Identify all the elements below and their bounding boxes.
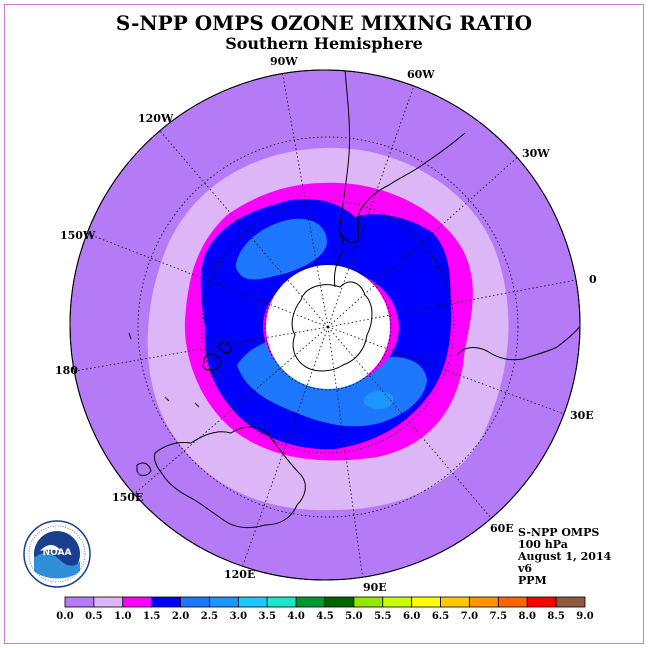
colorbar-swatch [469,596,499,608]
lon-label-0: 0 [589,273,597,286]
island-3 [194,402,200,408]
colorbar-swatch [237,596,268,608]
colorbar-tick-label: 5.0 [345,611,362,622]
colorbar-tick-label: 0.5 [85,611,102,622]
lon-label-180: 180 [55,364,78,377]
colorbar-swatch [151,596,181,608]
colorbar-tick-label: 8.0 [519,611,536,622]
polar-map: 90W 60W 30W 0 30E 60E 90E 120E 150E 180 … [23,55,597,622]
map-subtitle: Southern Hemisphere [225,34,423,53]
new-zealand-coast-2 [218,341,232,354]
info-level: 100 hPa [518,538,568,551]
colorbar-swatch [555,596,586,608]
antarctica-coast [291,281,373,372]
info-date: August 1, 2014 [518,550,612,563]
colorbar-swatch [295,596,326,608]
island-1 [128,332,132,340]
band-2-0-2-5-upper [235,218,327,280]
colorbar-tick-label: 8.5 [547,611,564,622]
lon-label-150e: 150E [112,491,143,504]
south-america-coast [338,70,466,243]
info-instrument: S-NPP OMPS [518,526,600,539]
tasmania-coast [136,462,152,476]
lon-label-90e: 90E [363,581,387,594]
latitude-circles [137,136,519,518]
colorbar-tick-label: 1.5 [143,611,160,622]
australia-coast [154,426,306,529]
lon-label-30e: 30E [570,409,594,422]
new-zealand-coast [202,353,222,371]
colorbar-swatch [353,596,384,608]
colorbar-tick-label: 7.0 [461,611,478,622]
ozone-field [74,70,580,580]
colorbar-tick-label: 5.5 [374,611,391,622]
coastlines [128,70,580,529]
colorbar-tick-label: 3.0 [230,611,247,622]
colorbar-tick-label: 6.0 [403,611,420,622]
colorbar-swatch [266,596,297,608]
map-border [69,69,581,581]
colorbar-swatch [382,596,413,608]
colorbar-swatch [93,596,124,608]
lon-label-60w: 60W [407,68,435,81]
info-units: PPM [518,574,547,587]
colorbar-swatch [324,596,355,608]
colorbar-tick-label: 6.5 [432,611,449,622]
colorbar-swatch [440,596,470,608]
colorbar-swatch [64,596,95,608]
lon-label-90w: 90W [270,55,298,68]
info-version: v6 [518,562,533,575]
colorbar-swatch [122,596,153,608]
colorbar-tick-label: 4.0 [287,611,304,622]
lon-label-120w: 120W [138,112,174,125]
colorbar-tick-label: 2.0 [172,611,189,622]
lon-label-150w: 150W [60,229,96,242]
noaa-logo-text: NOAA [43,548,72,558]
noaa-logo: NOAA [23,520,91,588]
colorbar-tick-label: 2.5 [201,611,218,622]
band-2-5-3-0-patch [363,391,394,410]
lon-label-60e: 60E [490,522,514,535]
colorbar-tick-label: 3.5 [259,611,276,622]
africa-coast [456,324,580,361]
colorbar-tick-label: 1.0 [114,611,131,622]
colorbar-swatch [209,596,239,608]
colorbar-tick-label: 9.0 [576,611,593,622]
colorbar-swatch [526,596,557,608]
island-2 [164,396,170,402]
lon-label-120e: 120E [224,568,255,581]
map-figure: S-NPP OMPS OZONE MIXING RATIO Southern H… [4,4,644,644]
colorbar-tick-label: 7.5 [490,611,507,622]
antarctic-peninsula [334,230,344,288]
colorbar: 0.0 0.5 1.0 1.5 2.0 2.5 3.0 3.5 4.0 4.5 5.0 5.5 6.0 6… [56,596,594,622]
colorbar-tick-label: 4.5 [316,611,333,622]
info-block: S-NPP OMPS 100 hPa August 1, 2014 v6 PPM [518,527,611,587]
colorbar-tick-label: 0.0 [56,611,73,622]
colorbar-swatch [180,596,210,608]
map-title: S-NPP OMPS OZONE MIXING RATIO [115,11,533,35]
lon-label-30w: 30W [522,147,550,160]
meridians [74,70,580,580]
colorbar-swatch [411,596,441,608]
colorbar-swatch [497,596,528,608]
